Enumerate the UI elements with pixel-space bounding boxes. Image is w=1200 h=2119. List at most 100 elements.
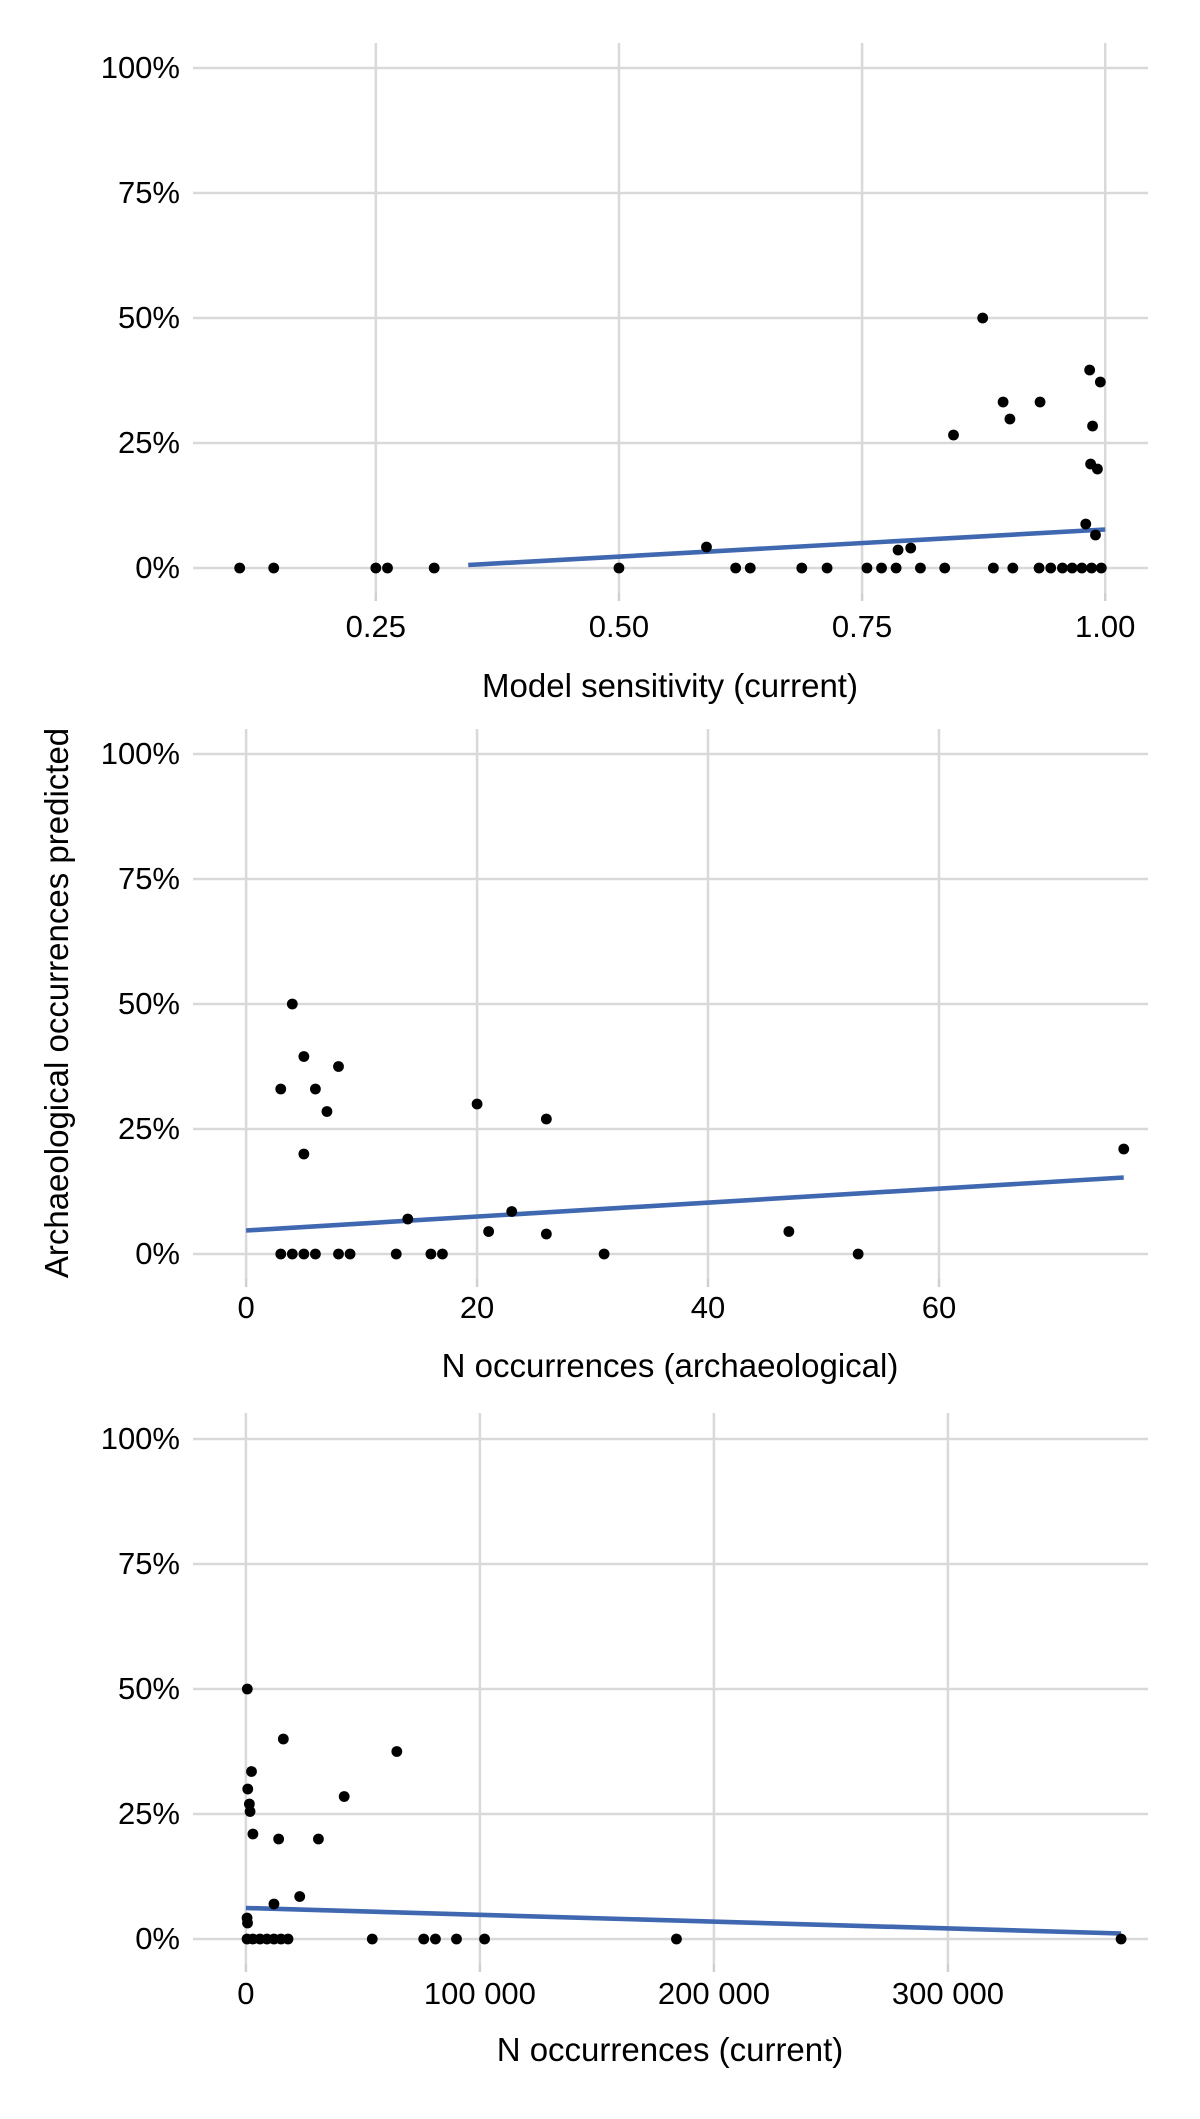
data-point [671, 1933, 682, 1945]
x-tick-label: 0 [237, 1976, 255, 2011]
data-point [246, 1766, 257, 1777]
data-point [1090, 529, 1101, 541]
data-point [338, 1791, 350, 1802]
data-point [1084, 364, 1096, 376]
panel-0 [193, 43, 1148, 601]
data-point [861, 562, 873, 574]
y-tick-label: 75% [117, 861, 180, 896]
trend-line [245, 1905, 1122, 1936]
data-point [321, 1106, 333, 1117]
data-point [915, 562, 926, 574]
data-point [313, 1833, 324, 1845]
data-point [701, 541, 712, 553]
data-point [890, 562, 902, 574]
y-tick-label: 25% [117, 1796, 180, 1831]
data-point [294, 1891, 306, 1902]
x-tick-label: 300 000 [891, 1976, 1004, 2011]
data-point [310, 1083, 321, 1095]
data-point [242, 1783, 254, 1795]
data-point [1004, 413, 1016, 425]
data-point [298, 1248, 310, 1260]
y-axis-title: Archaeological occurrences predicted [38, 727, 75, 1279]
data-point [540, 1113, 552, 1125]
y-tick-label: 25% [117, 425, 180, 460]
data-point [1092, 463, 1103, 475]
data-point [298, 1051, 310, 1062]
x-axis-title-n-occurrences-archaeological: N occurrences (archaeological) [441, 1347, 899, 1384]
data-point [905, 542, 917, 554]
data-point [506, 1206, 518, 1217]
data-point [987, 562, 999, 574]
x-tick-label: 60 [921, 1290, 957, 1325]
data-point [1094, 376, 1106, 388]
data-point [852, 1248, 864, 1260]
data-point [242, 1917, 253, 1929]
data-point [1066, 562, 1078, 574]
data-point [402, 1213, 414, 1225]
data-point [430, 1933, 441, 1945]
data-point [821, 562, 833, 574]
data-point [286, 1248, 298, 1260]
data-point [1076, 562, 1088, 574]
y-tick-label: 0% [135, 1236, 180, 1271]
data-point [783, 1226, 795, 1237]
data-point [1095, 562, 1107, 574]
x-tick-label: 200 000 [657, 1976, 770, 2011]
y-tick-label: 100% [100, 736, 180, 771]
x-tick-label: 0.75 [831, 609, 893, 644]
y-tick-label: 50% [117, 986, 180, 1021]
data-point [244, 1806, 256, 1817]
data-point [479, 1933, 490, 1945]
data-point [333, 1061, 344, 1072]
data-point [876, 562, 887, 574]
data-point [282, 1933, 294, 1945]
y-tick-label: 100% [100, 1421, 180, 1456]
data-point [796, 562, 808, 574]
data-point [241, 1683, 253, 1695]
x-axis-title-n-occurrences-current: N occurrences (current) [496, 2031, 844, 2068]
panel-2 [193, 1413, 1148, 1972]
data-point [1045, 562, 1057, 574]
data-point [1007, 562, 1019, 574]
data-point [483, 1226, 495, 1237]
x-tick-label: 40 [690, 1290, 726, 1325]
data-point [613, 562, 625, 574]
data-point [275, 1248, 287, 1260]
trend-line [245, 1175, 1124, 1233]
y-tick-label: 0% [135, 1921, 180, 1956]
data-point [471, 1098, 483, 1110]
data-point [234, 562, 246, 574]
x-tick-label: 0.25 [345, 609, 406, 644]
x-tick-label: 100 000 [423, 1976, 536, 2011]
y-tick-label: 50% [117, 1671, 180, 1706]
data-point [540, 1228, 552, 1240]
data-point [286, 998, 298, 1010]
x-tick-label: 0 [237, 1290, 255, 1325]
data-point [1033, 562, 1045, 574]
data-point [268, 1898, 280, 1910]
x-tick-label: 1.00 [1075, 609, 1136, 644]
y-tick-label: 0% [135, 550, 180, 585]
data-point [425, 1248, 437, 1260]
data-point [333, 1248, 344, 1260]
data-point [1087, 420, 1098, 432]
data-point [598, 1248, 610, 1260]
data-point [437, 1248, 448, 1260]
data-point [744, 562, 756, 574]
trend-line [468, 527, 1106, 568]
data-point [428, 562, 440, 574]
data-point [382, 562, 393, 574]
data-point [997, 396, 1009, 408]
data-point [275, 1083, 287, 1095]
data-point [1115, 1933, 1127, 1945]
data-point [1086, 562, 1097, 574]
data-point [418, 1933, 430, 1945]
data-point [730, 562, 742, 574]
data-point [1118, 1143, 1130, 1155]
data-point [366, 1933, 378, 1945]
data-point [298, 1148, 310, 1160]
x-tick-label: 20 [459, 1290, 495, 1325]
data-point [391, 1746, 403, 1757]
data-point [451, 1933, 462, 1945]
